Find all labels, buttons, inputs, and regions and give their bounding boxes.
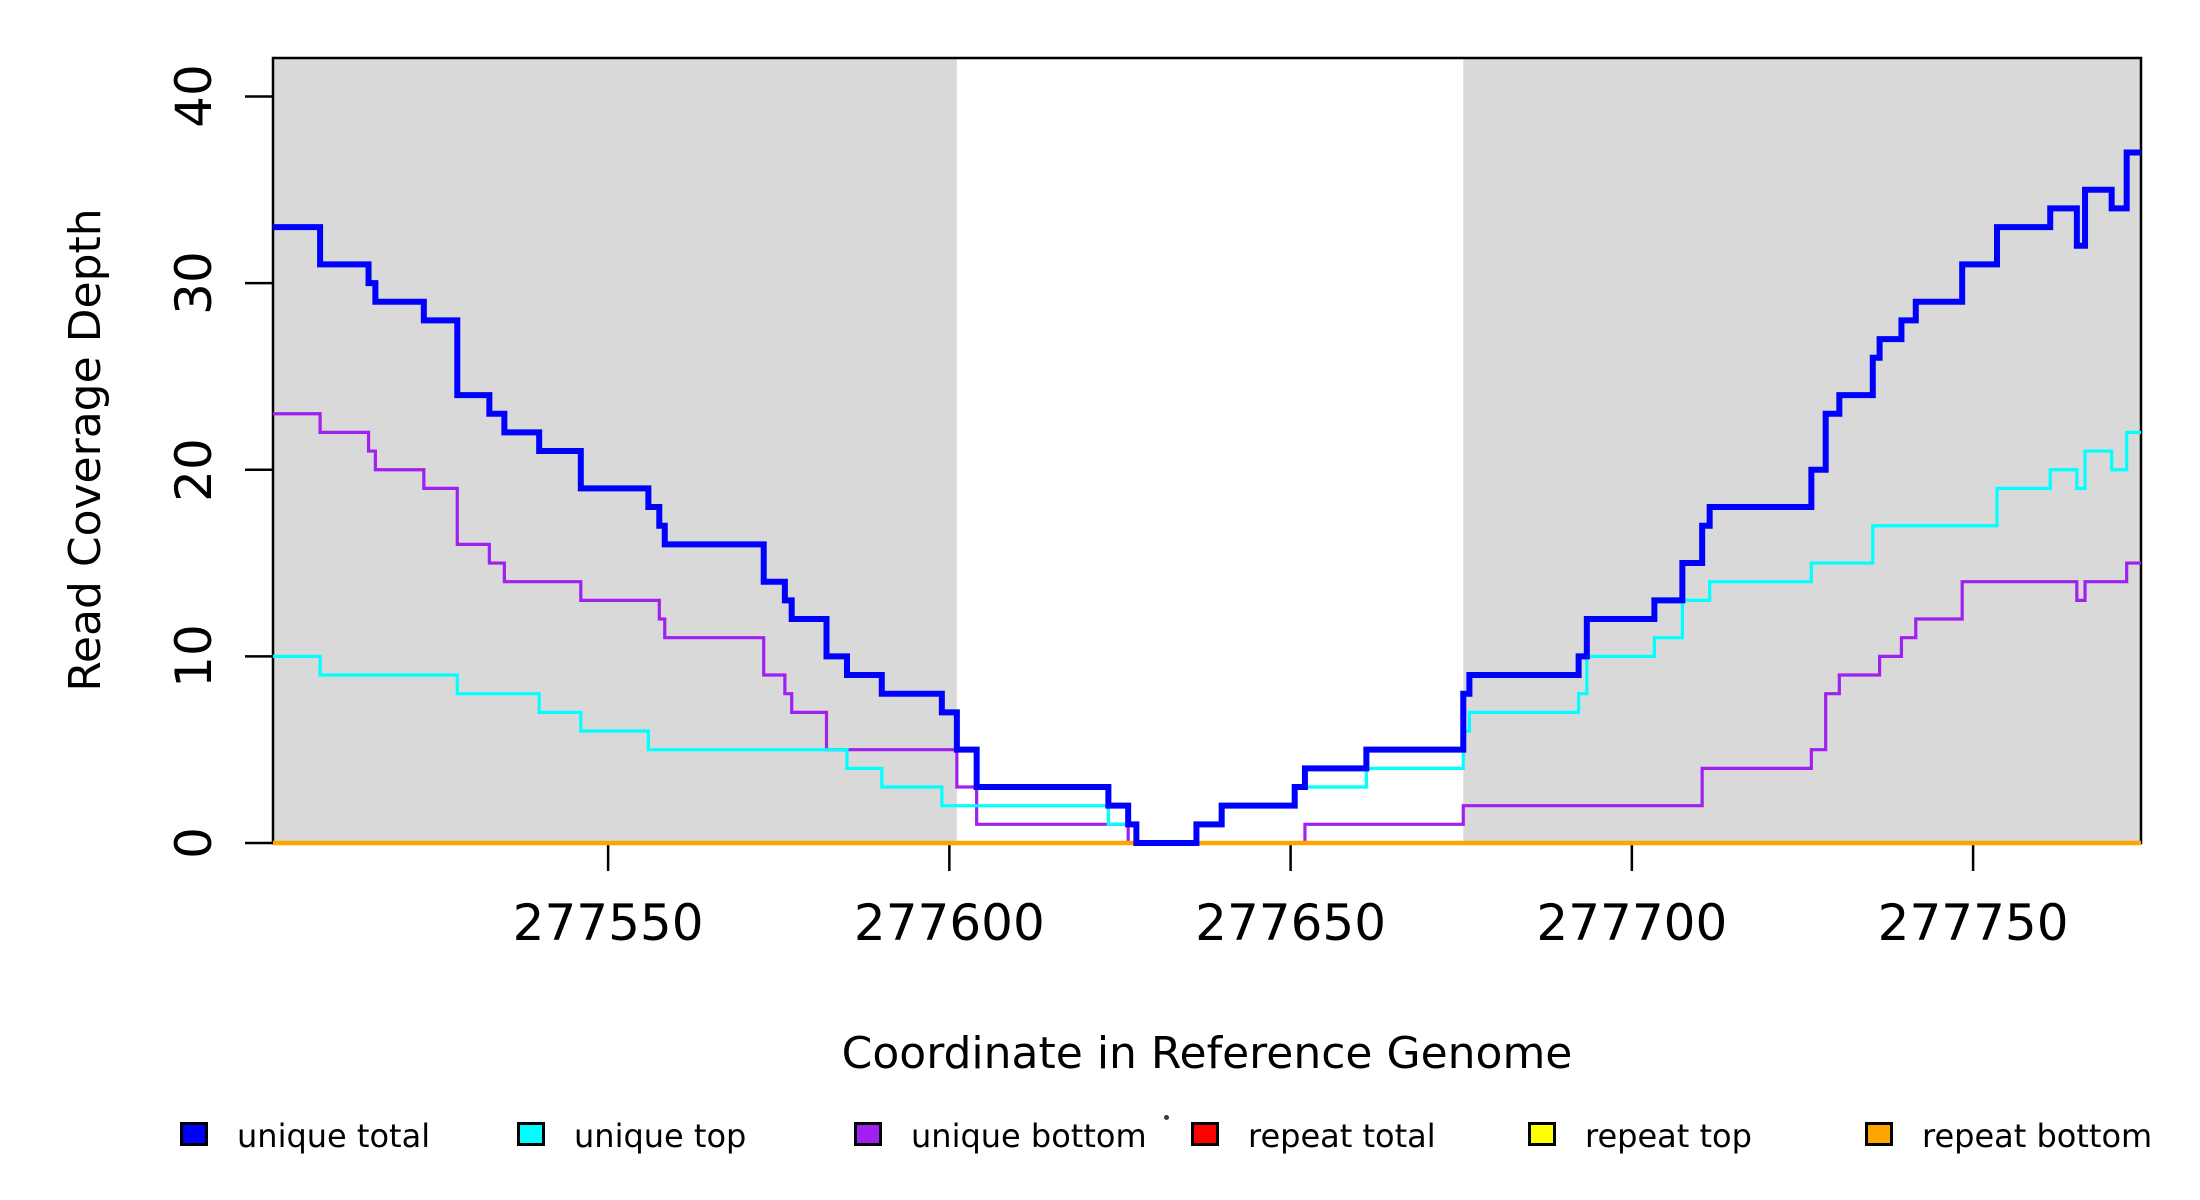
legend-swatch-icon: [1191, 1122, 1219, 1146]
y-tick-label: 30: [165, 251, 223, 315]
x-tick-label: 277600: [853, 894, 1045, 952]
y-tick-label: 20: [165, 437, 223, 502]
legend-label: repeat bottom: [1922, 1117, 2153, 1155]
x-tick-label: 277550: [512, 894, 704, 952]
x-axis-title: Coordinate in Reference Genome: [841, 1028, 1573, 1079]
legend-swatch-icon: [1528, 1122, 1556, 1146]
legend-label: unique top: [574, 1117, 747, 1155]
legend-swatch-icon: [1865, 1122, 1893, 1146]
legend-label: unique total: [237, 1117, 431, 1155]
legend-swatch-icon: [517, 1122, 545, 1146]
y-tick-label: 10: [165, 624, 223, 689]
y-axis-title: Read Coverage Depth: [60, 208, 111, 692]
series-unique-bottom: [273, 412, 2141, 845]
legend-swatch-icon: [180, 1122, 208, 1146]
shaded-band: [1463, 58, 2141, 843]
legend-label: unique bottom: [911, 1117, 1147, 1155]
x-tick-label: 277750: [1877, 894, 2069, 952]
legend-swatch-icon: [854, 1122, 882, 1146]
legend-label: repeat top: [1585, 1117, 1752, 1155]
series-unique-total: [273, 149, 2141, 846]
stray-mark: [1164, 1115, 1169, 1120]
y-tick-label: 0: [165, 827, 223, 859]
y-tick-label: 40: [165, 64, 223, 129]
shaded-band: [273, 58, 957, 843]
x-tick-label: 277700: [1536, 894, 1728, 952]
x-tick-label: 277650: [1195, 894, 1387, 952]
legend-label: repeat total: [1248, 1117, 1436, 1155]
